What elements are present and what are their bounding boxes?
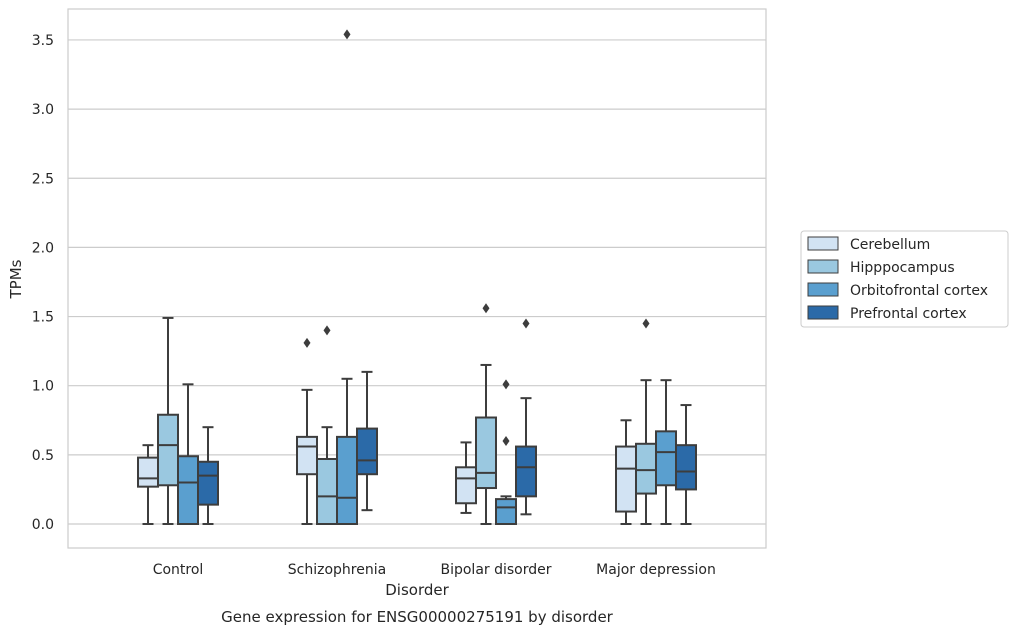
box	[675, 444, 697, 491]
box	[157, 413, 179, 487]
outlier-point	[502, 436, 510, 447]
box	[197, 460, 219, 506]
box	[356, 427, 378, 476]
legend-swatch	[807, 236, 839, 251]
x-tick-label: Major depression	[596, 562, 716, 578]
y-tick-label: 1.5	[32, 310, 54, 326]
box-2-2	[495, 379, 517, 525]
legend-label: Cerebellum	[850, 237, 930, 253]
legend: Cerebellum Hipppocampus Orbitofrontal cort…	[800, 230, 1009, 328]
outlier-point	[323, 325, 331, 336]
x-tick-label: Schizophrenia	[288, 562, 386, 578]
box	[475, 416, 497, 490]
y-tick-label: 2.5	[32, 171, 54, 187]
box-2-3	[655, 379, 677, 525]
box	[336, 435, 358, 525]
box	[635, 442, 657, 495]
outlier-point	[502, 379, 510, 390]
y-tick-label: 0.5	[32, 448, 54, 464]
x-tick-label: Control	[153, 562, 204, 578]
outlier-point	[303, 337, 311, 348]
legend-swatch	[807, 305, 839, 320]
x-axis-label: Disorder	[385, 581, 449, 599]
box	[177, 455, 199, 525]
box	[615, 445, 637, 513]
legend-label: Prefrontal cortex	[850, 306, 967, 322]
box-0-0	[137, 444, 159, 525]
y-tick-label: 2.0	[32, 240, 54, 256]
y-tick-labels: 0.0 0.5 1.0 1.5 2.0 2.5 3.0 3.5	[32, 33, 54, 533]
legend-label: Orbitofrontal cortex	[850, 283, 988, 299]
legend-swatch	[807, 259, 839, 274]
box	[296, 435, 318, 476]
y-tick-label: 3.0	[32, 102, 54, 118]
outlier-point	[343, 29, 351, 40]
box	[316, 457, 338, 525]
legend-label: Hipppocampus	[850, 260, 955, 276]
box-0-3	[615, 419, 637, 525]
box-2-1	[336, 29, 358, 525]
y-tick-label: 1.0	[32, 379, 54, 395]
box-groups	[137, 29, 697, 525]
box	[137, 456, 159, 488]
box-3-2	[515, 318, 537, 516]
box-1-2	[475, 303, 497, 525]
outlier-point	[642, 318, 650, 329]
y-axis-label: TPMs	[7, 259, 25, 299]
x-tick-label: Bipolar disorder	[440, 562, 551, 578]
box	[455, 466, 477, 505]
box	[515, 445, 537, 498]
x-tick-labels: Control Schizophrenia Bipolar disorder Majo…	[153, 562, 716, 578]
legend-frame	[800, 230, 1009, 328]
outlier-point	[482, 303, 490, 314]
box-3-1	[356, 370, 378, 512]
legend-swatch	[807, 282, 839, 297]
box	[655, 430, 677, 487]
box-3-3	[675, 404, 697, 525]
y-tick-label: 0.0	[32, 517, 54, 533]
box-1-3	[635, 318, 657, 525]
chart-caption: Gene expression for ENSG00000275191 by d…	[221, 608, 614, 626]
box	[495, 498, 517, 525]
box-3-0	[197, 426, 219, 525]
box-0-1	[296, 337, 318, 525]
box-1-0	[157, 316, 179, 525]
outlier-point	[522, 318, 530, 329]
y-tick-label: 3.5	[32, 33, 54, 49]
